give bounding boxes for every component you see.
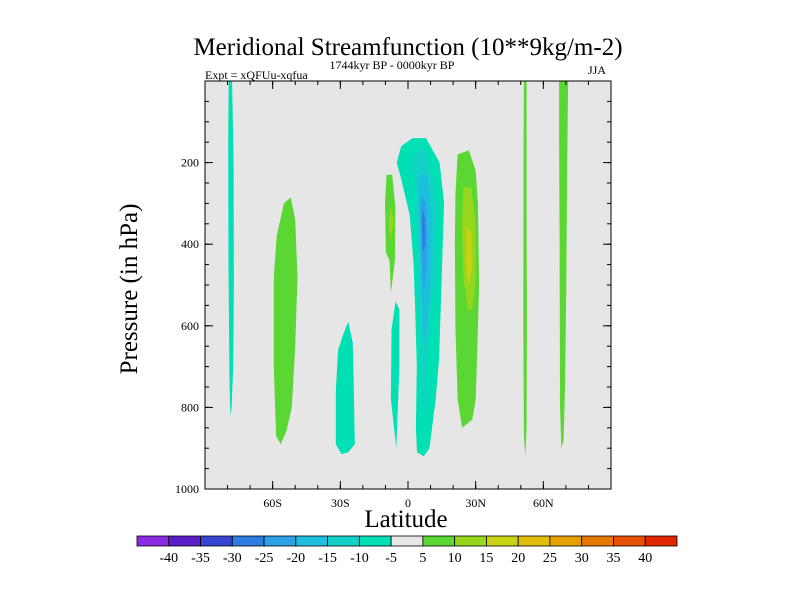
colorbar-swatch <box>422 535 456 547</box>
x-axis-title: Latitude <box>364 506 447 533</box>
axis-ticks: 60S 30S 0 30N 60N 200 400 600 800 1000 <box>175 80 612 510</box>
colorbar-swatch <box>295 535 328 547</box>
y-tick-label: 600 <box>181 319 199 333</box>
colorbar-label: -20 <box>286 551 305 566</box>
colorbar-label: -10 <box>350 551 369 566</box>
contour-cell-5S <box>390 301 400 449</box>
y-tick-label: 1000 <box>175 482 199 496</box>
contour-cell-27S <box>335 321 355 455</box>
contour-cell-75S <box>228 81 234 416</box>
colorbar-swatch <box>168 535 201 547</box>
colorbar-label: 25 <box>543 551 557 566</box>
colorbar-swatch <box>644 535 678 547</box>
contour-cell-50N <box>523 81 527 457</box>
colorbar-swatch <box>390 535 424 547</box>
x-tick-label: 30S <box>331 496 350 510</box>
colorbar-label: -5 <box>385 551 397 566</box>
colorbar-label: -30 <box>223 551 242 566</box>
colorbar-swatch <box>358 535 392 547</box>
contour-hadley-core <box>422 207 426 253</box>
colorbar-swatch <box>231 535 265 547</box>
x-tick-label: 0 <box>405 496 411 510</box>
colorbar-label: -15 <box>318 551 337 566</box>
colorbar-label: 10 <box>448 551 462 566</box>
period-label: 1744kyr BP - 0000kyr BP <box>330 58 455 72</box>
colorbar-swatch <box>613 535 646 547</box>
contour-fills <box>228 81 569 457</box>
contour-cell-25N-15 <box>465 227 473 285</box>
chart-title: Meridional Streamfunction (10**9kg/m-2) <box>193 34 622 61</box>
colorbar-label: 40 <box>638 551 652 566</box>
y-axis-title: Pressure (in hPa) <box>116 204 143 375</box>
y-tick-label: 200 <box>181 156 199 170</box>
colorbar-label: -35 <box>191 551 210 566</box>
colorbar-label: -25 <box>255 551 274 566</box>
contour-cell-55S <box>273 197 298 445</box>
x-tick-label: 60S <box>263 496 282 510</box>
colorbar-swatch <box>581 535 614 547</box>
colorbar-label: 15 <box>479 551 493 566</box>
season-label: JJA <box>588 63 606 77</box>
colorbar: -40 -35 -30 -25 -20 -15 -10 -5 5 10 15 20 25 30 35 40 <box>136 535 678 566</box>
experiment-label: Expt = xQFUu-xqfua <box>205 68 308 82</box>
contour-core-8S <box>388 207 394 241</box>
colorbar-swatch <box>200 535 233 547</box>
y-tick-label: 400 <box>181 237 199 251</box>
y-tick-label: 800 <box>181 400 199 414</box>
colorbar-label: 35 <box>607 551 621 566</box>
colorbar-swatch <box>263 535 297 547</box>
contour-cell-68N <box>559 81 569 449</box>
colorbar-swatch <box>136 535 170 547</box>
colorbar-label: 20 <box>511 551 525 566</box>
colorbar-label: 30 <box>575 551 589 566</box>
colorbar-swatch <box>454 535 487 547</box>
colorbar-swatch <box>327 535 360 547</box>
colorbar-swatch <box>549 535 583 547</box>
x-tick-label: 60N <box>533 496 554 510</box>
colorbar-swatch <box>517 535 551 547</box>
colorbar-swatch <box>486 535 519 547</box>
x-tick-label: 30N <box>465 496 486 510</box>
colorbar-label: -40 <box>159 551 178 566</box>
colorbar-label: 5 <box>419 551 426 566</box>
